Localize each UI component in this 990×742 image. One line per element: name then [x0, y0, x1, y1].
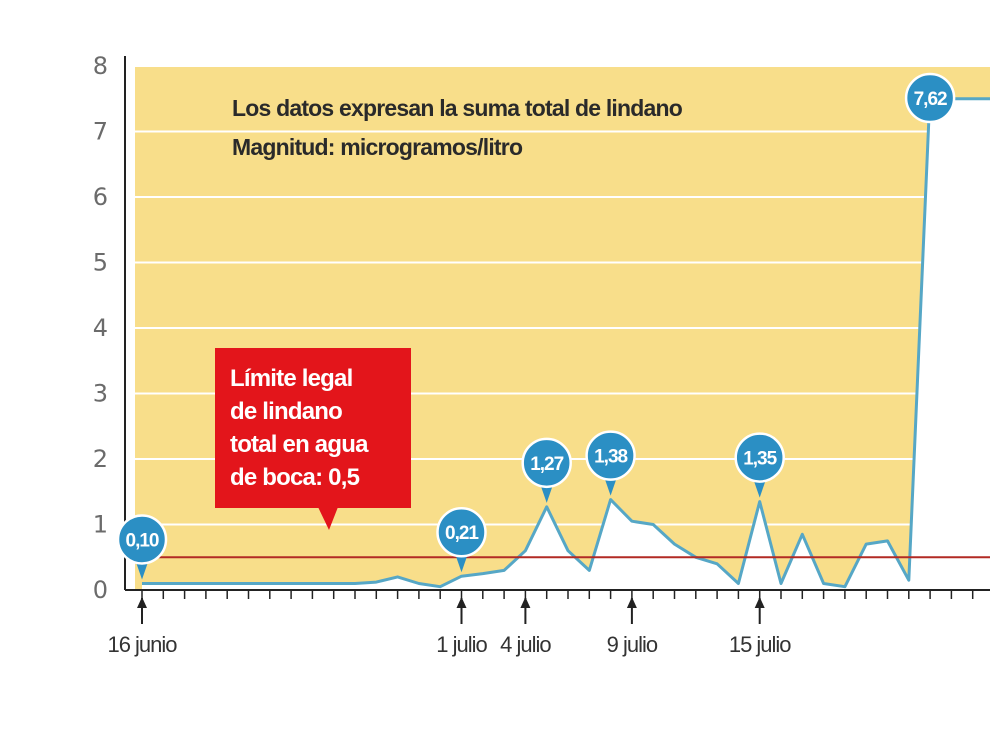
chart-note: Los datos expresan la suma total de lind… [232, 95, 684, 160]
y-tick-label: 1 [93, 511, 108, 539]
callout-value: 7,62 [914, 89, 947, 110]
callout-bubble [436, 506, 487, 558]
x-tick-label: 16 junio [107, 632, 177, 657]
value-callout: 0,10 [116, 514, 168, 580]
x-tick-arrow-head [754, 597, 765, 608]
value-callout: 1,35 [734, 432, 785, 498]
data-line [142, 89, 990, 589]
callout-bubble [116, 514, 168, 565]
limit-text-line-1: Límite legal [230, 365, 352, 392]
x-tick-arrow-head [456, 597, 467, 608]
limit-text-line-2: de lindano [230, 398, 342, 425]
x-axis-ticks [141, 590, 974, 599]
y-tick-label: 6 [93, 183, 108, 211]
limit-text-line-4: de boca: 0,5 [230, 464, 360, 491]
y-tick-label: 2 [93, 445, 108, 473]
y-tick-label: 7 [93, 118, 108, 146]
x-tick-label: 9 julio [607, 632, 658, 657]
x-tick-label: 1 julio [436, 632, 487, 657]
y-tick-label: 8 [93, 52, 108, 80]
value-callout: 1,27 [521, 437, 572, 503]
x-tick-arrow-head [520, 597, 531, 608]
note-line-2: Magnitud: microgramos/litro [232, 134, 523, 160]
value-callouts: 0,10 0,21 1,27 1,38 1,35 7,62 [116, 72, 956, 580]
limit-callout-box [215, 348, 411, 508]
y-tick-label: 3 [93, 380, 108, 408]
y-tick-label: 5 [93, 249, 108, 277]
callout-value: 0,10 [126, 530, 159, 551]
callout-bubble [521, 437, 572, 489]
callout-bubble [734, 432, 785, 483]
x-tick-arrow-head [137, 597, 147, 608]
callout-bubble [904, 72, 956, 124]
callout-value: 1,27 [530, 454, 563, 475]
callout-value: 1,35 [743, 449, 777, 470]
value-callout: 0,21 [436, 506, 487, 573]
x-tick-label: 15 julio [729, 632, 791, 657]
callout-value: 0,21 [445, 523, 479, 544]
value-callout: 1,38 [585, 430, 636, 496]
x-tick-arrow-head [626, 597, 637, 608]
limit-callout: Límite legal de lindano total en agua de… [215, 348, 411, 530]
note-line-1: Los datos expresan la suma total de lind… [232, 95, 683, 121]
y-tick-label: 0 [93, 576, 108, 604]
x-tick-label: 4 julio [500, 632, 551, 657]
limit-callout-pointer [318, 507, 338, 530]
y-tick-label: 4 [93, 314, 108, 342]
callout-bubble [585, 430, 636, 481]
callout-value: 1,38 [594, 447, 627, 468]
limit-text-line-3: total en agua [230, 431, 369, 458]
y-axis-ticks: 0 1 2 3 4 5 6 7 8 [93, 52, 108, 604]
value-callout: 7,62 [904, 72, 956, 124]
